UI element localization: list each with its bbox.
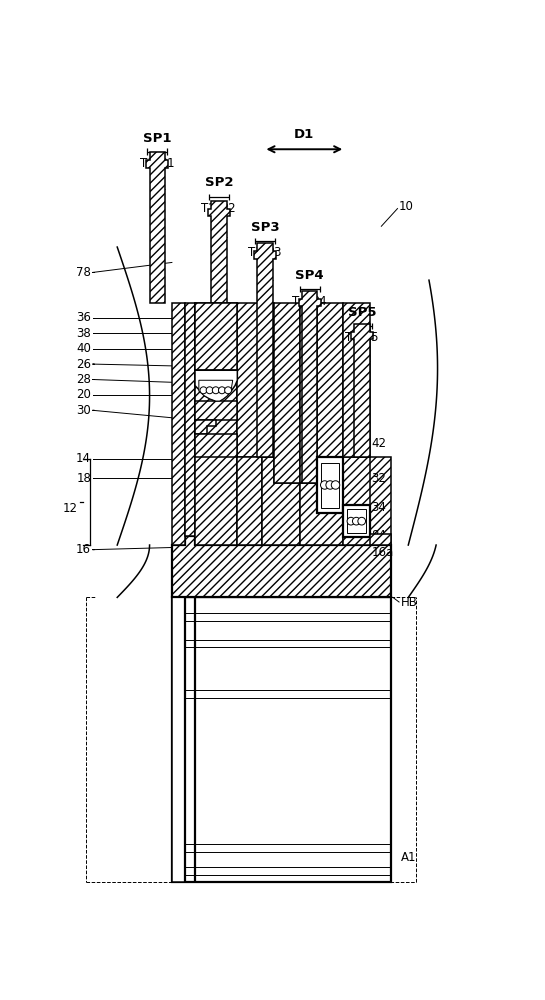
Circle shape (320, 481, 329, 489)
Text: B4: B4 (312, 295, 328, 308)
Polygon shape (147, 152, 168, 303)
Polygon shape (343, 457, 391, 545)
Text: 84: 84 (371, 529, 386, 542)
Polygon shape (317, 303, 343, 457)
Text: 16: 16 (76, 543, 91, 556)
Text: HB: HB (401, 596, 417, 609)
Text: 10: 10 (399, 200, 414, 213)
Polygon shape (238, 303, 262, 457)
Circle shape (200, 387, 207, 394)
Polygon shape (195, 401, 238, 420)
Text: 14: 14 (76, 452, 91, 465)
Text: 34: 34 (371, 501, 386, 514)
Circle shape (225, 387, 232, 394)
Circle shape (347, 517, 355, 525)
Polygon shape (343, 505, 370, 537)
Text: 36: 36 (76, 311, 91, 324)
Polygon shape (317, 457, 343, 513)
Polygon shape (300, 303, 317, 483)
Circle shape (353, 517, 360, 525)
Polygon shape (343, 303, 370, 457)
Polygon shape (195, 303, 238, 370)
Text: B1: B1 (160, 157, 175, 170)
Text: 40: 40 (76, 342, 91, 355)
Text: SP3: SP3 (251, 221, 280, 234)
Text: B5: B5 (365, 331, 380, 344)
Text: 78: 78 (76, 266, 91, 279)
Polygon shape (322, 463, 339, 508)
Text: 16a: 16a (371, 546, 393, 559)
Text: B3: B3 (268, 246, 283, 259)
Polygon shape (208, 201, 229, 303)
Polygon shape (195, 420, 216, 434)
Text: 38: 38 (76, 327, 91, 340)
Text: A1: A1 (401, 851, 416, 864)
Text: B2: B2 (221, 202, 237, 215)
Text: SP4: SP4 (295, 269, 324, 282)
Polygon shape (172, 597, 391, 882)
Polygon shape (299, 291, 320, 483)
Polygon shape (195, 582, 199, 597)
Text: T3: T3 (248, 246, 262, 259)
Text: 12: 12 (62, 502, 77, 515)
Polygon shape (172, 536, 391, 597)
Polygon shape (172, 597, 185, 882)
Polygon shape (300, 483, 343, 545)
Text: 32: 32 (371, 472, 386, 485)
Text: 18: 18 (76, 472, 91, 485)
Polygon shape (172, 303, 185, 545)
Text: SP1: SP1 (143, 132, 172, 145)
Circle shape (206, 387, 213, 394)
Text: 42: 42 (371, 437, 386, 450)
Polygon shape (262, 457, 300, 545)
Text: 20: 20 (76, 388, 91, 401)
Polygon shape (347, 509, 366, 533)
Circle shape (213, 387, 219, 394)
Polygon shape (238, 303, 239, 545)
Text: 26: 26 (76, 358, 91, 371)
Text: T1: T1 (140, 157, 155, 170)
Polygon shape (370, 534, 391, 545)
Circle shape (219, 387, 226, 394)
Text: T5: T5 (345, 331, 359, 344)
Polygon shape (185, 303, 195, 536)
Polygon shape (262, 303, 274, 457)
Polygon shape (195, 370, 238, 401)
Polygon shape (352, 324, 373, 457)
Polygon shape (255, 243, 276, 457)
Circle shape (326, 481, 335, 489)
Polygon shape (238, 457, 262, 545)
Polygon shape (195, 303, 238, 545)
Polygon shape (195, 434, 238, 457)
Text: T4: T4 (292, 295, 307, 308)
Circle shape (331, 481, 340, 489)
Text: 30: 30 (76, 404, 91, 417)
Polygon shape (199, 380, 233, 401)
Text: SP2: SP2 (204, 176, 233, 189)
Text: T2: T2 (202, 202, 216, 215)
Text: SP5: SP5 (348, 306, 377, 319)
Polygon shape (274, 303, 300, 483)
Polygon shape (343, 457, 370, 505)
Text: 28: 28 (76, 373, 91, 386)
Polygon shape (181, 582, 185, 597)
Text: D1: D1 (294, 128, 314, 141)
Circle shape (358, 517, 366, 525)
